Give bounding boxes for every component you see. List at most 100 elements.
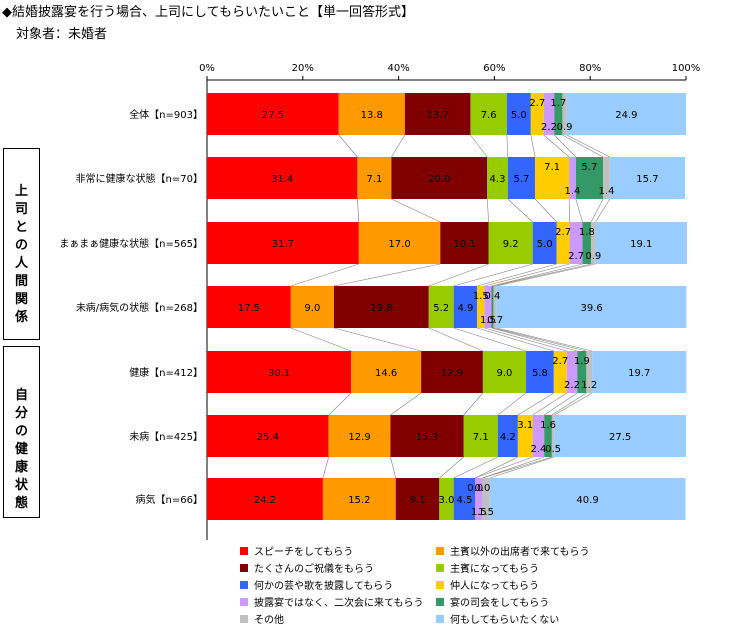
- series-connector-line: [477, 263, 557, 287]
- bar-segment: [207, 478, 323, 520]
- bar-segment: [566, 351, 578, 393]
- series-connector-line: [566, 134, 610, 158]
- legend-label: たくさんのご祝儀をもらう: [254, 564, 374, 575]
- series-connector-line: [482, 456, 545, 479]
- series-connector-line: [390, 456, 397, 479]
- bar-segment: [290, 286, 334, 328]
- series-connector-line: [475, 456, 519, 479]
- bar-segment: [569, 222, 583, 264]
- data-label: 15.2: [348, 495, 370, 506]
- series-connector-line: [484, 327, 567, 352]
- series-connector-line: [475, 456, 533, 479]
- series-connector-line: [357, 198, 360, 223]
- bar-segment: [586, 351, 593, 393]
- bar-segment: [391, 157, 488, 199]
- bar-segment: [453, 286, 478, 328]
- series-connector-line: [544, 392, 578, 416]
- data-label: 1.4: [599, 186, 615, 197]
- category-label: 未病/病気の状態【n=268】: [76, 301, 203, 314]
- data-label: 1.8: [579, 227, 595, 238]
- bar-segment: [439, 478, 454, 520]
- series-connector-line: [497, 392, 527, 416]
- data-label: 1.5: [478, 507, 494, 518]
- category-label: 未病【n=425】: [129, 430, 203, 443]
- data-label: 2.2: [564, 380, 580, 391]
- series-connector-line: [493, 263, 592, 287]
- bar-segment: [488, 222, 533, 264]
- data-label: 2.4: [531, 444, 547, 455]
- series-connector-line: [482, 456, 552, 479]
- bar-segment: [497, 415, 518, 457]
- series-connector-line: [463, 392, 484, 416]
- bar-segment: [482, 351, 527, 393]
- bar-segment: [463, 415, 498, 457]
- bar-segment: [328, 415, 391, 457]
- data-label: 4.9: [457, 303, 473, 314]
- series-connector-line: [486, 198, 489, 223]
- data-label: 2.7: [529, 98, 545, 109]
- legend-item: 披露宴ではなく、二次会に来てもらう: [240, 597, 424, 611]
- series-connector-line: [453, 263, 533, 287]
- bar-segment: [487, 157, 508, 199]
- data-label: 20.0: [428, 174, 450, 185]
- data-label: 4.3: [490, 174, 506, 185]
- bar-segment: [543, 93, 555, 135]
- data-label: 2.7: [552, 356, 568, 367]
- bar-segment: [421, 351, 483, 393]
- series-connector-line: [507, 198, 533, 223]
- legend-swatch: [436, 547, 444, 555]
- bar-segment: [453, 478, 476, 520]
- bar-segment: [395, 478, 440, 520]
- data-label: 0.9: [557, 122, 573, 133]
- bar-segment: [477, 286, 485, 328]
- series-connector-line: [493, 327, 587, 352]
- data-label: 1.2: [581, 380, 597, 391]
- series-connector-line: [532, 392, 567, 416]
- series-connector-line: [530, 134, 536, 158]
- data-label: 0.9: [585, 251, 601, 262]
- legend-swatch: [240, 615, 248, 623]
- data-label: 3.1: [517, 420, 533, 431]
- bar-segment: [390, 415, 464, 457]
- data-label: 1.6: [540, 420, 556, 431]
- series-connector-line: [333, 327, 422, 352]
- stacked-bar-chart: 0% 20% 40% 60% 80% 100% 全体【n=903】非常に健康な状態【n=70…: [59, 63, 700, 540]
- bar-segment: [207, 286, 291, 328]
- data-label: 1.9: [574, 356, 590, 367]
- legend-swatch: [240, 564, 248, 572]
- legend-swatch: [240, 581, 248, 589]
- data-label: 30.1: [268, 368, 290, 379]
- series-connector-line: [290, 327, 352, 352]
- data-label: 13.8: [361, 110, 383, 121]
- data-label: 27.5: [262, 110, 284, 121]
- series-connector-line: [496, 263, 596, 287]
- data-label: 5.0: [537, 239, 553, 250]
- bar-segment: [207, 157, 358, 199]
- legend-item: たくさんのご祝儀をもらう: [240, 563, 374, 577]
- bar-segment: [506, 93, 531, 135]
- x-tick-label: 40%: [387, 63, 409, 74]
- series-connector-line: [338, 134, 358, 158]
- bar-segment: [470, 93, 507, 135]
- series-connector-line: [554, 134, 577, 158]
- bar-segment: [577, 351, 587, 393]
- category-label: 全体【n=903】: [129, 108, 203, 121]
- bar-segment: [609, 157, 686, 199]
- data-label: 24.2: [254, 495, 276, 506]
- data-label: 17.0: [388, 239, 410, 250]
- data-label: 2.7: [555, 227, 571, 238]
- data-label: 5.7: [582, 162, 598, 173]
- data-label: 1.7: [550, 98, 566, 109]
- bar-segment: [544, 415, 552, 457]
- legend-label: 主賓以外の出席者で来てもらう: [450, 547, 590, 558]
- data-label: 15.3: [416, 432, 438, 443]
- bar-segment: [591, 222, 596, 264]
- bar-segment: [517, 415, 533, 457]
- bar-segment: [554, 93, 563, 135]
- bar-segment: [562, 93, 567, 135]
- data-label: 39.6: [581, 303, 603, 314]
- category-label: 非常に健康な状態【n=70】: [76, 172, 203, 185]
- legend-swatch: [240, 598, 248, 606]
- bar-segment: [532, 222, 557, 264]
- series-connector-line: [470, 134, 488, 158]
